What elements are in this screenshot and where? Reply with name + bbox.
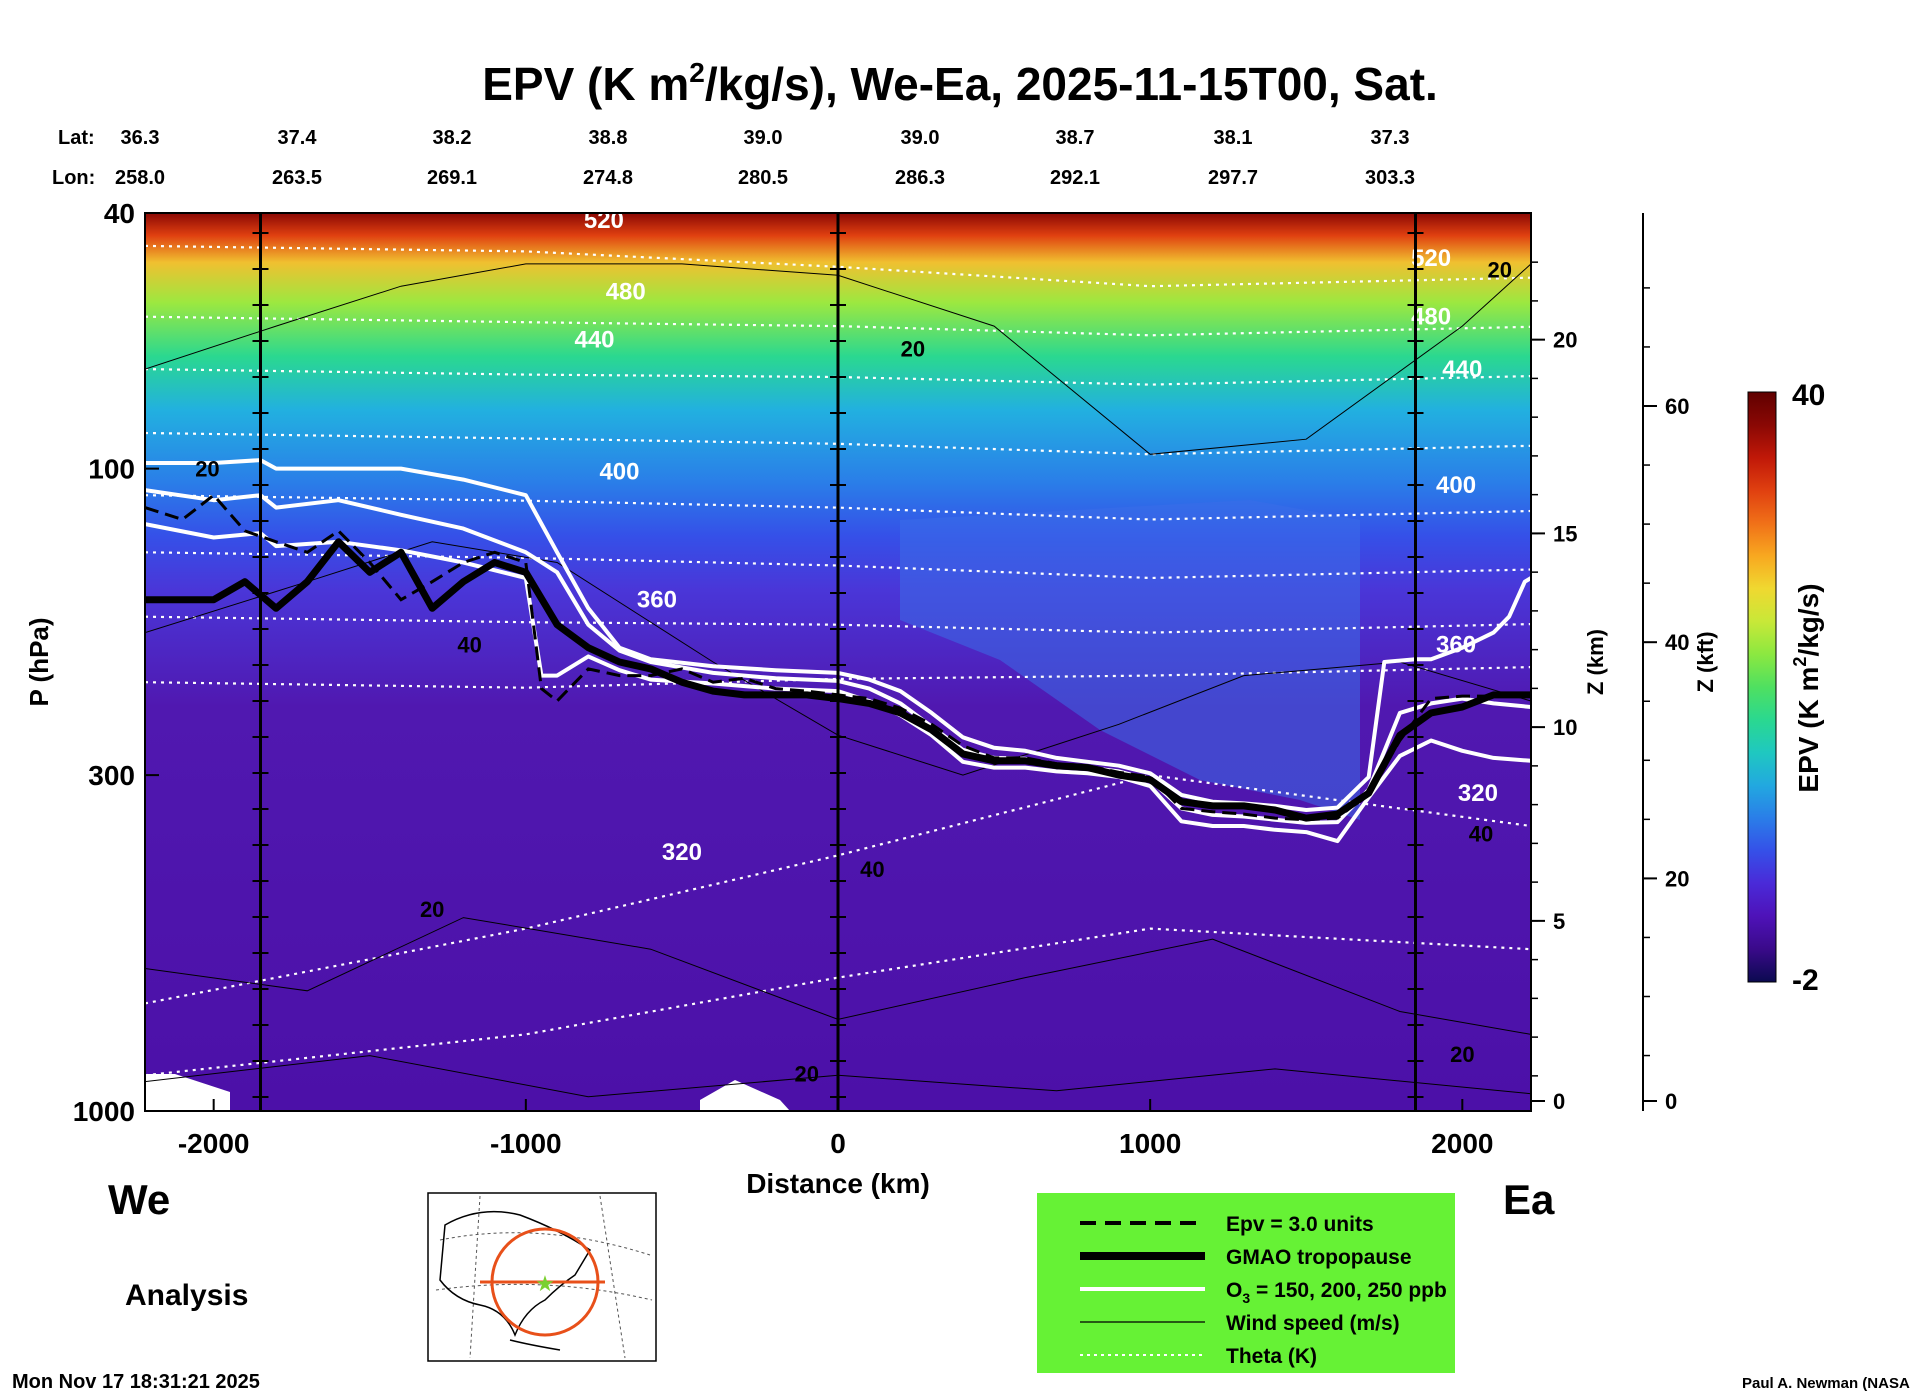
- lon-value: 269.1: [427, 167, 477, 189]
- y-tick-label: 1000: [73, 1096, 135, 1127]
- y-tick-label: 40: [104, 198, 135, 229]
- z-km-tick-label: 15: [1553, 521, 1577, 546]
- z-kft-tick-label: 40: [1665, 630, 1689, 655]
- theta-contour-label: 360: [637, 587, 677, 614]
- theta-contour-label: 520: [1411, 245, 1451, 272]
- theta-contour-label: 480: [1411, 304, 1451, 331]
- lat-label: Lat:: [58, 127, 95, 149]
- x-tick-label: -1000: [490, 1128, 562, 1159]
- wind-contour-label: 40: [1469, 822, 1493, 847]
- z-km-tick-label: 0: [1553, 1089, 1565, 1114]
- locator-map-frame: [427, 1192, 657, 1362]
- locator-map-coastline: [439, 1210, 592, 1351]
- west-label: We: [108, 1176, 170, 1223]
- lon-value: 263.5: [272, 167, 322, 189]
- wind-contour-label: 40: [457, 633, 481, 658]
- locator-map-center-star-icon: ★: [535, 1271, 555, 1296]
- theta-contour-label: 320: [1458, 780, 1498, 807]
- z-kft-axis-label: Z (kft): [1693, 631, 1718, 692]
- theta-contour-label: 440: [574, 327, 614, 354]
- epv-3-units-contour: [145, 493, 1531, 822]
- lat-value: 39.0: [744, 127, 783, 149]
- lat-value: 38.8: [589, 127, 628, 149]
- stratosphere-deep-blue-region: [900, 500, 1360, 820]
- lat-value: 36.3: [121, 127, 160, 149]
- wind-contour-label: 20: [901, 336, 925, 361]
- z-kft-tick-label: 60: [1665, 394, 1689, 419]
- x-tick-label: 2000: [1431, 1128, 1493, 1159]
- z-km-tick-label: 5: [1553, 909, 1565, 934]
- legend-item-label: Epv = 3.0 units: [1226, 1213, 1374, 1236]
- legend-item-label: Theta (K): [1226, 1345, 1317, 1368]
- lon-value: 274.8: [583, 167, 633, 189]
- locator-map: ★: [427, 1192, 657, 1362]
- wind-contour-label: 20: [795, 1062, 819, 1087]
- legend-item-label: Wind speed (m/s): [1226, 1312, 1400, 1335]
- lat-value: 38.1: [1214, 127, 1253, 149]
- locator-map-graticule: [435, 1195, 653, 1359]
- lon-value: 303.3: [1365, 167, 1415, 189]
- wind-contour-label: 20: [1450, 1042, 1474, 1067]
- lat-value: 37.4: [278, 127, 318, 149]
- z-km-tick-label: 20: [1553, 328, 1577, 353]
- east-label: Ea: [1503, 1176, 1555, 1223]
- lon-value: 258.0: [115, 167, 165, 189]
- z-km-tick-label: 10: [1553, 715, 1577, 740]
- lat-value: 38.7: [1056, 127, 1095, 149]
- legend-item-label: GMAO tropopause: [1226, 1246, 1412, 1269]
- gmao-tropopause-line: [145, 538, 1531, 822]
- lon-value: 297.7: [1208, 167, 1258, 189]
- wind-contour-label: 40: [860, 857, 884, 882]
- lat-value: 38.2: [433, 127, 472, 149]
- credit: Paul A. Newman (NASA: [1742, 1375, 1910, 1392]
- colorbar: 40 -2 EPV (K m2/kg/s): [1747, 379, 1825, 997]
- theta-contour-label: 480: [606, 279, 646, 306]
- lon-value: 280.5: [738, 167, 788, 189]
- wind-contour-label: 20: [420, 897, 444, 922]
- x-tick-label: 1000: [1119, 1128, 1181, 1159]
- chart-title: EPV (K m2/kg/s), We-Ea, 2025-11-15T00, S…: [482, 57, 1438, 110]
- theta-contour-label: 320: [662, 839, 702, 866]
- lat-value: 37.3: [1371, 127, 1410, 149]
- ozone-contour-ozone-150-ppb: [145, 458, 1531, 812]
- y-tick-label: 100: [88, 454, 135, 485]
- colorbar-max-label: 40: [1792, 379, 1825, 412]
- colorbar-label: EPV (K m2/kg/s): [1790, 583, 1824, 792]
- legend: Epv = 3.0 units GMAO tropopause O3 = 150, …: [1037, 1193, 1455, 1373]
- z-kft-tick-label: 0: [1665, 1089, 1677, 1114]
- analysis-label: Analysis: [125, 1279, 248, 1312]
- z-km-axis-label: Z (km): [1583, 629, 1608, 695]
- wind-contour-label: 20: [1488, 258, 1512, 283]
- x-tick-label: -2000: [178, 1128, 250, 1159]
- theta-contour: [145, 773, 1531, 1005]
- theta-contour-label: 520: [584, 207, 624, 234]
- z-kft-tick-label: 20: [1665, 866, 1689, 891]
- lon-value: 292.1: [1050, 167, 1100, 189]
- lat-lon-header: Lat: Lon: 36.3 37.4 38.2 38.8 39.0 39.0 38.7 38…: [52, 127, 1415, 189]
- colorbar-min-label: -2: [1792, 964, 1819, 997]
- wind-contour-label: 20: [195, 457, 219, 482]
- timestamp: Mon Nov 17 18:31:21 2025: [12, 1371, 260, 1393]
- x-tick-label: 0: [830, 1128, 846, 1159]
- theta-contour-label: 400: [599, 458, 639, 485]
- x-axis-label: Distance (km): [746, 1168, 930, 1199]
- theta-contour-label: 400: [1436, 472, 1476, 499]
- ozone-contour-ozone-250-ppb: [145, 522, 1531, 844]
- surface-white-region: [145, 1074, 230, 1111]
- colorbar-gradient: [1747, 391, 1777, 983]
- lon-value: 286.3: [895, 167, 945, 189]
- theta-contour-label: 360: [1436, 632, 1476, 659]
- surface-white-region-2: [700, 1080, 790, 1111]
- legend-item-label: O3 = 150, 200, 250 ppb: [1226, 1279, 1447, 1306]
- theta-contour-label: 440: [1442, 356, 1482, 383]
- lon-label: Lon:: [52, 167, 95, 189]
- y-axis-label: P (hPa): [24, 617, 54, 706]
- lat-value: 39.0: [901, 127, 940, 149]
- y-tick-label: 300: [88, 760, 135, 791]
